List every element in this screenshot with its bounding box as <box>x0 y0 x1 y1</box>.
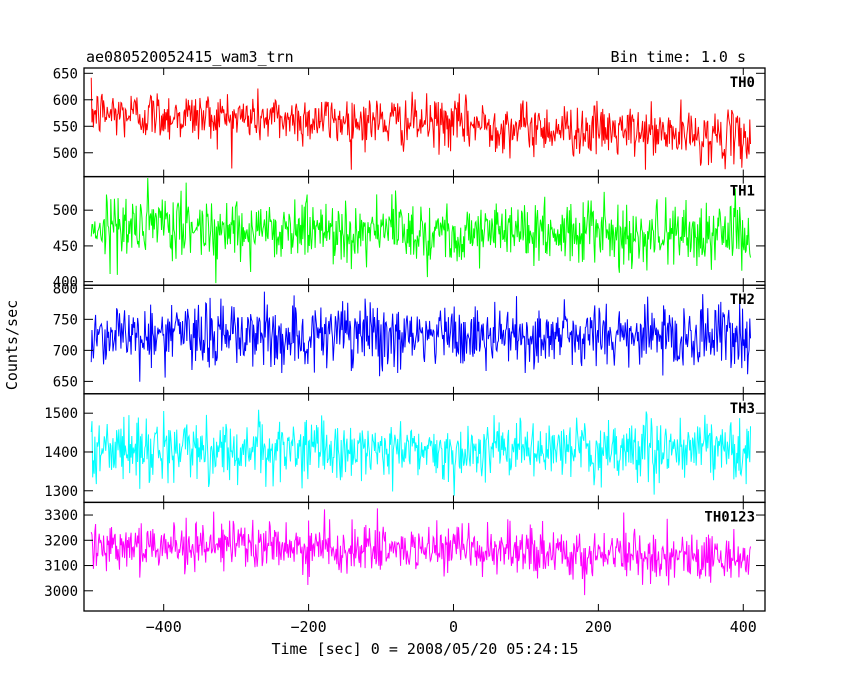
y-tick-label: 650 <box>53 66 78 82</box>
y-tick-label: 400 <box>53 275 78 291</box>
y-tick-label: 800 <box>53 281 78 297</box>
x-tick-label: 200 <box>585 618 612 636</box>
x-tick-label: −200 <box>291 618 327 636</box>
y-tick-label: 550 <box>53 119 78 135</box>
panel-name-label: TH2 <box>730 292 755 308</box>
y-tick-label: 3300 <box>44 508 78 524</box>
x-axis-label: Time [sec] 0 = 2008/05/20 05:24:15 <box>271 640 578 658</box>
y-tick-label: 1500 <box>44 406 78 422</box>
y-tick-label: 3200 <box>44 533 78 549</box>
y-tick-label: 450 <box>53 239 78 255</box>
y-tick-label: 3100 <box>44 559 78 575</box>
y-tick-label: 3000 <box>44 584 78 600</box>
y-tick-label: 1400 <box>44 445 78 461</box>
panel-th0123: 3000 3100 3200 3300 TH0123 <box>44 501 766 612</box>
panel-name-label: TH0 <box>730 75 755 91</box>
series-line-th1 <box>90 178 752 284</box>
panel-th0: 500 550 600 650 TH0 <box>53 66 766 178</box>
panel-th1: 400 450 500 TH1 <box>53 175 766 291</box>
y-tick-label: 500 <box>53 203 78 219</box>
panel-name-label: TH3 <box>730 401 755 417</box>
series-line-th0123 <box>90 508 752 596</box>
y-tick-label: 650 <box>53 374 78 390</box>
panel-th2: 650 700 750 800 TH2 <box>53 281 766 395</box>
x-tick-label: −400 <box>146 618 182 636</box>
panels-group: 500 550 600 650 TH0 400 450 500 TH1 650 700 750 800 T… <box>44 66 766 636</box>
chart-title: ae080520052415_wam3_trn <box>86 48 294 66</box>
y-tick-label: 750 <box>53 312 78 328</box>
x-tick-label: 400 <box>730 618 757 636</box>
y-tick-label: 600 <box>53 93 78 109</box>
y-tick-label: 700 <box>53 343 78 359</box>
series-line-th0 <box>90 77 752 170</box>
x-tick-label: 0 <box>449 618 458 636</box>
bin-time-label: Bin time: 1.0 s <box>611 48 746 66</box>
y-tick-label: 500 <box>53 146 78 162</box>
panel-th3: 1300 1400 1500 TH3 <box>44 393 766 504</box>
y-tick-label: 1300 <box>44 484 78 500</box>
panel-frame <box>83 501 766 612</box>
panel-name-label: TH0123 <box>704 509 755 525</box>
panel-name-label: TH1 <box>730 184 755 200</box>
series-line-th3 <box>90 409 752 496</box>
series-line-th2 <box>90 291 752 382</box>
y-axis-label: Counts/sec <box>3 300 21 390</box>
